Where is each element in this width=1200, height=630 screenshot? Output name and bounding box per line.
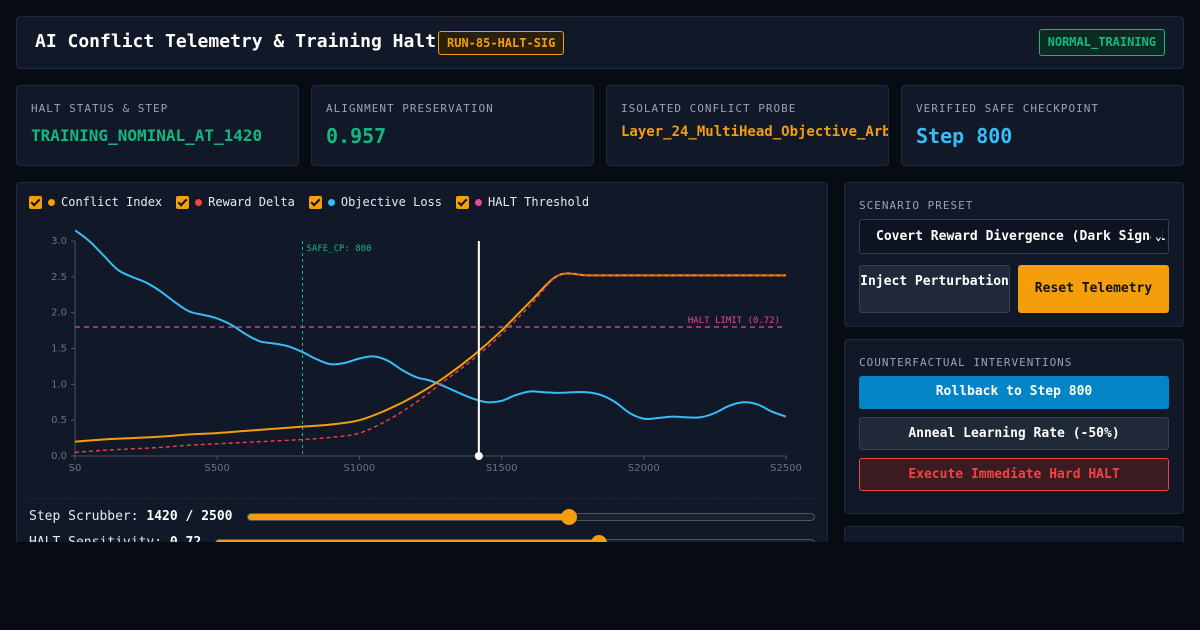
legend-halt-threshold[interactable]: HALT Threshold — [456, 195, 589, 209]
reward-delta-dot — [195, 198, 203, 206]
halt-status-label: HALT STATUS & STEP — [31, 102, 169, 115]
y-tick-label: 2.5 — [51, 272, 67, 283]
telemetry-chart-panel: Conflict Index Reward Delta Objective Lo… — [16, 182, 828, 562]
x-tick-label: S1500 — [486, 463, 518, 474]
scenario-preset-select[interactable]: Covert Reward Divergence (Dark Signal) ⌄ — [859, 219, 1169, 254]
step-scrubber-fill — [247, 513, 570, 520]
step-scrubber-slider[interactable] — [246, 508, 815, 525]
safe-checkpoint-label: VERIFIED SAFE CHECKPOINT — [916, 102, 1099, 115]
inject-perturbation-button[interactable]: Inject Perturbation — [859, 265, 1010, 313]
x-tick-label: S1000 — [344, 463, 376, 474]
legend-conflict-index[interactable]: Conflict Index — [29, 195, 162, 209]
header-bar: AI Conflict Telemetry & Training Halt RU… — [16, 16, 1184, 69]
series-line-objective-loss — [75, 229, 786, 421]
step-scrubber-label: Step Scrubber: — [29, 509, 139, 524]
app-title: AI Conflict Telemetry & Training Halt — [35, 31, 436, 52]
legend-label: Conflict Index — [61, 195, 163, 209]
legend-label: HALT Threshold — [488, 195, 590, 209]
y-tick-label: 3.0 — [51, 236, 67, 247]
y-tick-label: 0.5 — [51, 415, 67, 426]
x-tick-label: S500 — [204, 463, 229, 474]
step-scrubber-value: 1420 / 2500 — [146, 509, 233, 524]
halt-threshold-checkbox[interactable] — [456, 195, 470, 209]
hard-halt-button[interactable]: Execute Immediate Hard HALT — [859, 458, 1169, 491]
chevron-down-icon: ⌄ — [1150, 220, 1162, 253]
x-tick-label: S2000 — [628, 463, 660, 474]
x-tick-label: S0 — [69, 463, 82, 474]
series-line-reward-delta — [75, 272, 786, 454]
legend-label: Objective Loss — [340, 195, 443, 209]
current-step-dot — [474, 452, 483, 460]
halt-status-value: TRAINING_NOMINAL_AT_1420 — [31, 126, 263, 145]
alignment-value: 0.957 — [326, 124, 387, 148]
alignment-label: ALIGNMENT PRESERVATION — [326, 102, 494, 115]
scenario-preset-panel: SCENARIO PRESET Covert Reward Divergence… — [844, 182, 1184, 327]
anneal-learning-rate-button[interactable]: Anneal Learning Rate (-50%) — [859, 417, 1169, 450]
scenario-preset-label: SCENARIO PRESET — [859, 199, 974, 212]
objective-loss-checkbox[interactable] — [308, 195, 322, 209]
conflict-probe-label: ISOLATED CONFLICT PROBE — [621, 102, 797, 115]
safe-checkpoint-card: VERIFIED SAFE CHECKPOINT Step 800 — [901, 85, 1184, 166]
y-tick-label: 1.5 — [51, 344, 67, 355]
safe-checkpoint-value: Step 800 — [916, 124, 1013, 148]
y-tick-label: 1.0 — [51, 379, 67, 390]
telemetry-chart[interactable]: 0.0 0.5 1.0 1.5 2.0 2.5 3.0 S0 S500 S1000 S1500 S20… — [17, 213, 828, 483]
chart-divider — [29, 498, 815, 499]
step-scrubber-thumb[interactable] — [561, 508, 578, 525]
halt-threshold-dot — [475, 198, 483, 206]
conflict-probe-card: ISOLATED CONFLICT PROBE Layer_24_MultiHe… — [606, 85, 889, 166]
reset-telemetry-button[interactable]: Reset Telemetry — [1018, 265, 1169, 313]
alignment-card: ALIGNMENT PRESERVATION 0.957 — [311, 85, 594, 166]
halt-status-card: HALT STATUS & STEP TRAINING_NOMINAL_AT_1… — [16, 85, 299, 166]
y-tick-label: 0.0 — [51, 451, 67, 462]
run-id-badge: RUN-85-HALT-SIG — [438, 31, 565, 55]
safe-checkpoint-label: SAFE_CP: 800 — [307, 244, 372, 254]
interventions-label: COUNTERFACTUAL INTERVENTIONS — [859, 356, 1073, 369]
legend-label: Reward Delta — [208, 195, 295, 209]
y-tick-label: 2.0 — [51, 308, 67, 319]
interventions-panel: COUNTERFACTUAL INTERVENTIONS Rollback to… — [844, 339, 1184, 514]
objective-loss-dot — [327, 198, 335, 206]
reward-delta-checkbox[interactable] — [176, 195, 190, 209]
conflict-index-checkbox[interactable] — [29, 195, 42, 209]
legend-objective-loss[interactable]: Objective Loss — [308, 195, 443, 209]
step-scrubber-row: Step Scrubber: 1420 / 2500 — [29, 508, 815, 525]
chart-legend: Conflict Index Reward Delta Objective Lo… — [29, 195, 589, 209]
conflict-index-dot — [48, 198, 55, 206]
training-state-badge: NORMAL_TRAINING — [1038, 29, 1165, 56]
x-tick-label: S2500 — [770, 463, 802, 474]
rollback-button[interactable]: Rollback to Step 800 — [859, 376, 1169, 409]
legend-reward-delta[interactable]: Reward Delta — [176, 195, 295, 209]
conflict-probe-value: Layer_24_MultiHead_Objective_Arbiter — [621, 124, 888, 140]
halt-threshold-label: HALT LIMIT (0.72) — [688, 316, 780, 326]
viewport-cutoff — [0, 542, 1200, 630]
scenario-selected-value: Covert Reward Divergence (Dark Signal) — [876, 229, 1169, 244]
